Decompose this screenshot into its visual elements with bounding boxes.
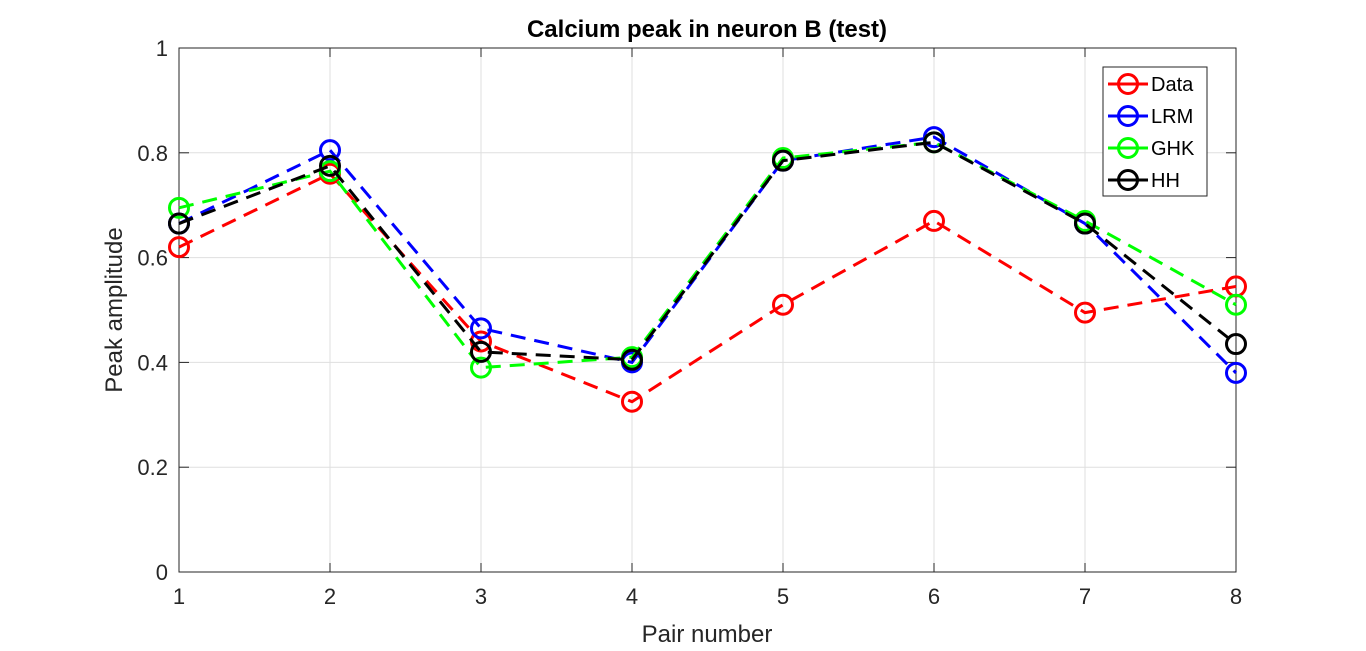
data-point	[470, 356, 492, 379]
data-point	[772, 149, 794, 172]
data-point	[470, 317, 492, 340]
data-point	[772, 293, 794, 316]
chart-title: Calcium peak in neuron B (test)	[527, 16, 887, 43]
legend-label: LRM	[1151, 106, 1193, 128]
series-line	[178, 140, 1237, 362]
legend-item-lrm: LRM	[1108, 105, 1193, 128]
y-tick-label: 0.8	[137, 141, 168, 166]
data-point	[168, 212, 190, 235]
x-tick-label: 5	[777, 584, 789, 609]
data-point	[319, 154, 341, 177]
y-axis-ticks: 0 0.2 0.4 0.6 0.8 1	[137, 36, 1236, 585]
data-point	[470, 340, 492, 363]
plot-border	[178, 47, 1237, 573]
data-point	[1225, 293, 1247, 316]
legend-label: GHK	[1151, 138, 1195, 160]
legend-item-ghk: GHK	[1108, 137, 1195, 160]
legend-item-data: Data	[1108, 73, 1194, 96]
data-point	[1074, 212, 1096, 235]
y-tick-label: 0	[156, 560, 168, 585]
legend-marker	[1117, 73, 1139, 95]
legend-item-hh: HH	[1108, 169, 1180, 192]
data-point	[1225, 333, 1247, 356]
x-axis-ticks: 1 2 3 4 5 6 7 8	[173, 48, 1242, 609]
data-point	[319, 139, 341, 162]
data-point	[168, 196, 190, 219]
data-point	[923, 131, 945, 154]
x-tick-label: 3	[475, 584, 487, 609]
series-group	[168, 126, 1247, 413]
data-point	[168, 236, 190, 259]
y-axis-label: Peak amplitude	[101, 227, 128, 392]
series-hh	[168, 131, 1247, 371]
y-tick-label: 0.6	[137, 246, 168, 271]
legend-marker	[1117, 169, 1139, 191]
data-point	[1225, 361, 1247, 384]
x-tick-label: 2	[324, 584, 336, 609]
x-axis-label: Pair number	[642, 621, 773, 648]
legend-label: HH	[1151, 170, 1180, 192]
legend-marker	[1117, 137, 1139, 159]
y-tick-label: 0.4	[137, 350, 168, 375]
x-tick-label: 6	[928, 584, 940, 609]
x-tick-label: 4	[626, 584, 638, 609]
legend-label: Data	[1151, 74, 1194, 96]
x-tick-label: 7	[1079, 584, 1091, 609]
data-point	[621, 390, 643, 413]
data-point	[923, 209, 945, 232]
legend: Data LRM GHK HH	[1102, 66, 1208, 197]
data-point	[1074, 301, 1096, 324]
x-tick-label: 1	[173, 584, 185, 609]
legend-marker	[1117, 105, 1139, 127]
y-tick-label: 1	[156, 36, 168, 61]
data-point	[621, 348, 643, 371]
series-line	[178, 140, 1237, 370]
x-tick-label: 8	[1230, 584, 1242, 609]
plot-area	[179, 48, 1236, 572]
y-tick-label: 0.2	[137, 455, 168, 480]
